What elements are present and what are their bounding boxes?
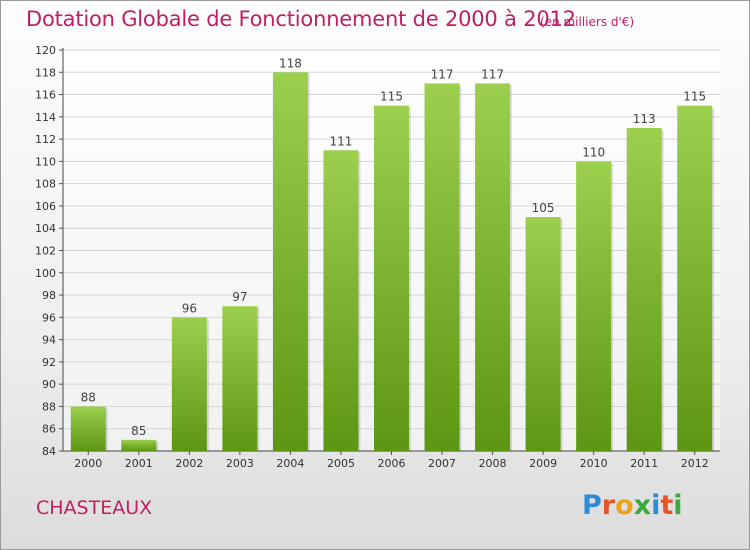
data-label: 85 [131,424,146,438]
data-label: 97 [232,290,247,304]
commune-name: CHASTEAUX [36,497,153,519]
x-tick-label: 2007 [428,457,456,470]
x-tick-label: 2001 [125,457,153,470]
y-tick-label: 120 [35,44,56,57]
bar [121,439,157,451]
bar [171,317,207,451]
bar [626,127,662,451]
y-tick-label: 100 [35,267,56,280]
data-label: 113 [633,112,656,126]
bar [475,83,511,452]
y-tick-label: 94 [42,334,56,347]
x-tick-label: 2002 [175,457,203,470]
bar [374,105,409,451]
bar [222,306,258,451]
data-label: 105 [532,201,555,215]
y-tick-label: 110 [35,155,56,168]
data-label: 88 [81,390,96,404]
logo-letter: i [673,490,683,521]
x-tick-label: 2003 [226,457,254,470]
x-tick-label: 2005 [327,457,355,470]
bar [525,217,561,451]
y-tick-label: 96 [42,311,56,324]
x-tick-label: 2006 [378,457,406,470]
chart-title: Dotation Globale de Fonctionnement de 20… [26,7,576,31]
y-tick-label: 106 [35,200,56,213]
x-tick-label: 2004 [276,457,304,470]
y-tick-label: 118 [35,66,56,79]
y-tick-label: 86 [42,423,56,436]
bar [677,105,713,451]
y-tick-label: 112 [35,133,56,146]
logo-letter: o [615,490,634,521]
y-tick-label: 102 [35,245,56,258]
logo-letter: t [660,490,674,521]
proxiti-logo[interactable]: Proxiti [582,490,683,521]
x-tick-label: 2000 [74,457,102,470]
data-label: 110 [582,145,605,159]
logo-letter: r [601,490,616,521]
data-label: 115 [683,90,706,104]
logo-letter: i [651,490,661,521]
data-label: 115 [380,90,403,104]
data-label: 118 [279,56,302,70]
y-tick-label: 92 [42,356,56,369]
x-tick-label: 2011 [630,457,658,470]
x-tick-label: 2009 [529,457,557,470]
y-tick-label: 114 [35,111,56,124]
y-tick-label: 108 [35,178,56,191]
data-label: 117 [431,67,454,81]
y-tick-label: 90 [42,378,56,391]
logo-letter: P [582,490,602,521]
x-tick-label: 2012 [681,457,709,470]
data-label: 96 [182,301,197,315]
bar [576,161,612,451]
bar [323,150,359,451]
bar [424,83,460,452]
chart-subtitle: (en milliers d'€) [540,15,635,29]
y-tick-label: 104 [35,222,56,235]
bar [272,72,308,452]
y-tick-label: 88 [42,400,56,413]
y-tick-label: 84 [42,445,56,458]
data-label: 117 [481,67,504,81]
x-tick-label: 2010 [580,457,608,470]
y-tick-label: 98 [42,289,56,302]
logo-letter: x [633,490,652,521]
x-tick-label: 2008 [479,457,507,470]
y-tick-label: 116 [35,89,56,102]
data-label: 111 [330,134,353,148]
bar [70,406,106,451]
